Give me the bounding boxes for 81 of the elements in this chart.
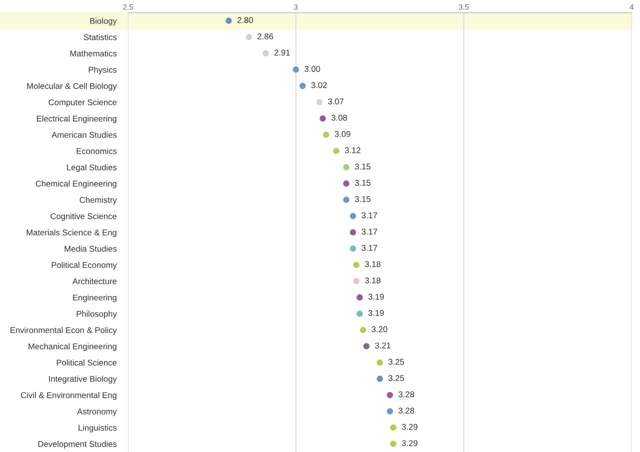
data-label: 3.29 (402, 424, 418, 430)
y-tick-label: Biology (90, 18, 117, 26)
y-tick-label: American Studies (52, 132, 117, 138)
data-label: 3.17 (362, 244, 378, 251)
data-label: 3.18 (364, 277, 381, 284)
point (316, 99, 323, 106)
data-label: 3.25 (388, 375, 404, 382)
point (350, 212, 356, 220)
y-tick-label: Chemistry (80, 196, 117, 205)
point (323, 132, 330, 138)
data-label: 3.12 (344, 147, 360, 154)
data-label: 3.25 (388, 358, 404, 365)
point (390, 440, 396, 447)
point (343, 196, 350, 203)
y-tick-label: Linguistics (78, 424, 117, 432)
y-tick-label: Media Studies (64, 246, 117, 252)
y-tick-label: Economics (76, 148, 117, 154)
point (356, 294, 363, 301)
y-tick-label: Statistics (84, 34, 117, 40)
y-tick-label: Environmental Econ & Policy (10, 326, 117, 335)
data-label: 3.15 (354, 164, 370, 170)
y-tick-label: Civil & Environmental Eng (20, 392, 116, 400)
y-tick-label: Chemical Engineering (36, 180, 116, 188)
point (300, 82, 306, 89)
y-tick-label: Materials Science & Eng (26, 229, 116, 238)
y-tick-label: Mathematics (70, 50, 117, 56)
point (363, 343, 370, 350)
y-tick-label: Political Science (56, 359, 117, 366)
point (376, 359, 383, 366)
data-label: 3.09 (334, 131, 350, 137)
y-tick-label: Architecture (72, 278, 117, 284)
data-label: 3.29 (402, 440, 418, 446)
point (226, 18, 232, 24)
data-label: 3.15 (354, 180, 370, 186)
data-label: 3.18 (364, 261, 381, 268)
y-tick-label: Legal Studies (67, 164, 117, 172)
data-label: 2.80 (237, 17, 253, 24)
data-label: 3.00 (304, 66, 320, 72)
point (320, 115, 326, 122)
data-label: 3.15 (354, 196, 370, 202)
data-label: 2.86 (258, 33, 274, 40)
point (262, 50, 269, 56)
y-tick-label: Integrative Biology (49, 376, 117, 384)
point (350, 229, 356, 236)
data-label: 3.28 (398, 408, 414, 414)
data-label: 3.17 (362, 212, 378, 218)
point (353, 278, 360, 284)
y-tick-label: Development Studies (38, 440, 117, 449)
data-label: 3.17 (362, 228, 378, 235)
point (350, 245, 356, 252)
data-label: 3.21 (375, 342, 391, 348)
point (343, 164, 350, 170)
y-tick-label: Political Economy (52, 262, 117, 270)
point (292, 66, 299, 73)
data-label: 2.91 (274, 50, 290, 56)
y-tick-label: Computer Science (48, 99, 117, 107)
point (353, 262, 360, 268)
y-tick-label: Electrical Engineering (36, 115, 116, 124)
data-label: 3.19 (368, 294, 384, 300)
y-tick-label: Molecular & Cell Biology (27, 82, 117, 91)
y-tick-label: Cognitive Science (50, 213, 117, 221)
data-label: 3.07 (328, 98, 344, 104)
data-label: 3.19 (368, 310, 384, 316)
point (390, 424, 396, 431)
point (246, 34, 252, 40)
point (343, 180, 350, 187)
y-tick-label: Mechanical Engineering (28, 343, 116, 351)
data-label: 3.08 (331, 114, 347, 121)
point (360, 326, 366, 334)
point (356, 310, 363, 317)
data-label: 3.20 (372, 326, 388, 332)
point (386, 392, 394, 398)
y-tick-label: Engineering (73, 294, 116, 302)
data-label: 3.28 (398, 391, 414, 398)
point (333, 148, 340, 154)
data-label: 3.02 (311, 82, 327, 88)
y-tick-label: Astronomy (77, 408, 117, 416)
point (376, 376, 383, 382)
y-tick-label: Philosophy (76, 310, 117, 318)
y-tick-label: Physics (88, 66, 117, 74)
point (386, 408, 394, 414)
